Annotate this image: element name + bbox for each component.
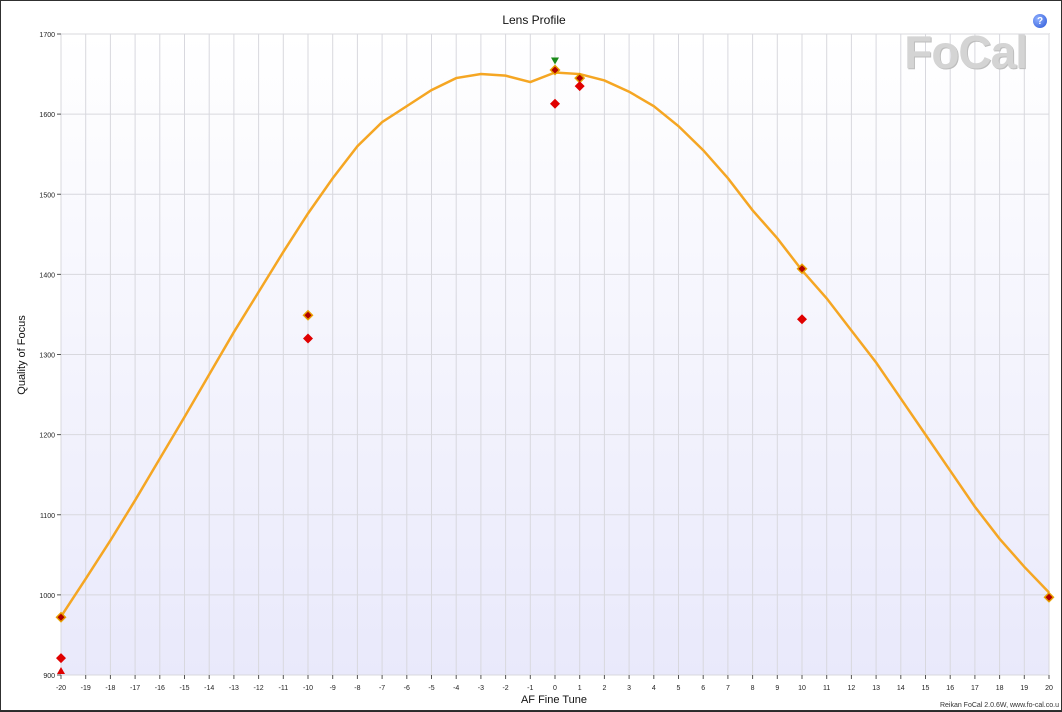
x-tick-label: 0 <box>553 685 557 692</box>
y-axis-ticks: 900 1000 1100 1200 1300 1400 1500 1600 1700 <box>39 32 61 680</box>
x-tick-label: -13 <box>229 685 239 692</box>
x-tick-label: -3 <box>478 685 484 692</box>
data-point <box>1045 593 1053 601</box>
question-icon[interactable]: ? <box>1033 14 1047 28</box>
x-tick-label: 15 <box>922 685 930 692</box>
y-tick-label: 1300 <box>39 353 55 360</box>
x-tick-label: -12 <box>254 685 264 692</box>
x-tick-label: 1 <box>578 685 582 692</box>
x-tick-label: 6 <box>701 685 705 692</box>
x-axis-label: AF Fine Tune <box>521 694 587 706</box>
x-tick-label: -19 <box>81 685 91 692</box>
x-tick-label: -7 <box>379 685 385 692</box>
y-tick-label: 1200 <box>39 433 55 440</box>
x-tick-label: -15 <box>179 685 189 692</box>
x-axis-ticks: -20 -19 -18 -17 -16 -15 -14 -13 -12 -11 -10 -9 -8 -7-… <box>56 675 1053 692</box>
y-axis-label: Quality of Focus <box>16 315 28 395</box>
x-tick-label: -10 <box>303 685 313 692</box>
x-tick-label: 2 <box>602 685 606 692</box>
x-tick-label: 9 <box>775 685 779 692</box>
data-point <box>303 333 313 344</box>
x-tick-label: -14 <box>204 685 214 692</box>
x-tick-label: 14 <box>897 685 905 692</box>
x-tick-label: -20 <box>56 685 66 692</box>
y-tick-label: 1000 <box>39 593 55 600</box>
data-point <box>574 81 585 92</box>
x-tick-label: 18 <box>996 685 1004 692</box>
data-point <box>798 265 806 273</box>
x-tick-label: -11 <box>278 685 288 692</box>
x-tick-label: -2 <box>502 685 508 692</box>
data-point <box>304 311 312 319</box>
x-tick-label: -17 <box>130 685 140 692</box>
x-tick-label: 17 <box>971 685 979 692</box>
x-tick-label: 10 <box>798 685 806 692</box>
y-tick-label: 1600 <box>39 112 55 119</box>
x-tick-label: 16 <box>946 685 954 692</box>
y-tick-label: 1700 <box>39 32 55 39</box>
data-point <box>551 66 559 74</box>
x-tick-label: -4 <box>453 685 459 692</box>
x-tick-label: 19 <box>1020 685 1028 692</box>
data-point <box>550 98 560 109</box>
y-tick-label: 1500 <box>39 192 55 199</box>
data-point <box>57 613 65 621</box>
x-tick-label: 20 <box>1045 685 1053 692</box>
grid <box>60 33 1050 676</box>
x-tick-label: 13 <box>872 685 880 692</box>
x-tick-label: 7 <box>726 685 730 692</box>
footer-version-text: Reikan FoCal 2.0.6W, www.fo-cal.co.u <box>939 702 1059 709</box>
x-tick-label: -1 <box>527 685 533 692</box>
x-tick-label: -5 <box>428 685 434 692</box>
x-tick-label: 3 <box>627 685 631 692</box>
focal-logo: FoCal <box>904 26 1028 78</box>
x-tick-label: -8 <box>354 685 360 692</box>
x-tick-label: 4 <box>652 685 656 692</box>
y-tick-label: 1100 <box>40 513 55 520</box>
data-point <box>576 74 584 82</box>
x-tick-label: -9 <box>330 685 336 692</box>
y-tick-label: 900 <box>43 673 55 680</box>
x-tick-label: 5 <box>677 685 681 692</box>
x-tick-label: -6 <box>404 685 410 692</box>
best-focus-marker <box>551 57 559 65</box>
data-point <box>56 653 66 664</box>
data-point <box>797 314 807 325</box>
y-tick-label: 1400 <box>39 272 55 279</box>
out-of-range-marker <box>57 666 65 674</box>
x-tick-label: 8 <box>751 685 755 692</box>
chart-title: Lens Profile <box>502 13 566 27</box>
x-tick-label: 11 <box>823 685 830 692</box>
x-tick-label: -16 <box>155 685 165 692</box>
data-points <box>55 57 1055 674</box>
x-tick-label: 12 <box>848 685 856 692</box>
x-tick-label: -18 <box>105 685 115 692</box>
